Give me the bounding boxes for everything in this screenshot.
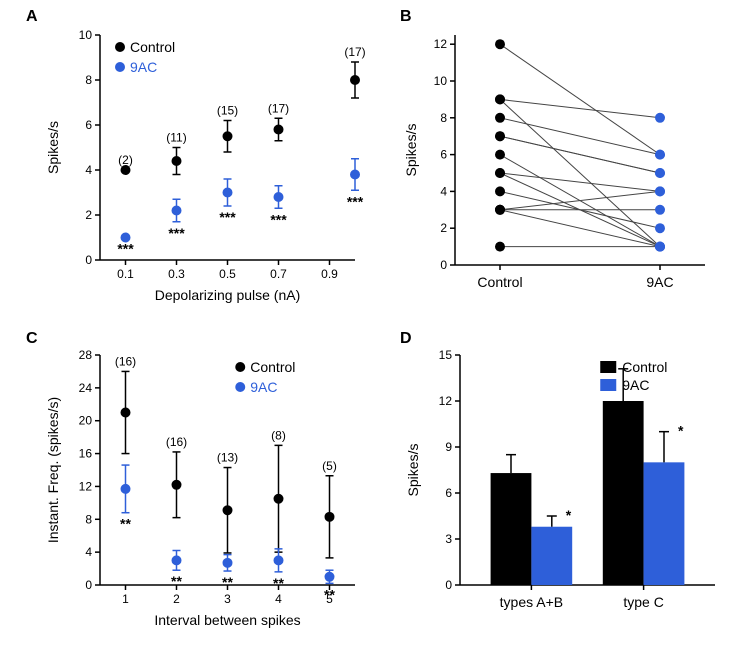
svg-text:**: ** xyxy=(324,586,335,602)
svg-text:20: 20 xyxy=(79,414,93,428)
svg-text:(5): (5) xyxy=(322,459,337,473)
svg-text:(15): (15) xyxy=(217,104,238,118)
svg-text:24: 24 xyxy=(79,381,93,395)
svg-text:10: 10 xyxy=(434,74,448,88)
svg-text:type C: type C xyxy=(623,594,663,610)
svg-text:types A+B: types A+B xyxy=(500,594,563,610)
svg-text:4: 4 xyxy=(440,184,447,198)
panel-b: 0 2 4 6 8 10 12 Control 9AC Spikes/s xyxy=(400,20,730,310)
svg-text:0: 0 xyxy=(85,253,92,267)
svg-text:0: 0 xyxy=(445,578,452,592)
svg-text:*: * xyxy=(678,423,684,439)
svg-text:Spikes/s: Spikes/s xyxy=(403,124,419,177)
svg-text:2: 2 xyxy=(440,221,447,235)
svg-text:4: 4 xyxy=(85,163,92,177)
svg-text:(16): (16) xyxy=(166,435,187,449)
panel-c-label: C xyxy=(26,330,38,348)
svg-text:**: ** xyxy=(222,574,233,590)
svg-text:1: 1 xyxy=(122,592,129,606)
svg-text:0.9: 0.9 xyxy=(321,267,338,281)
svg-text:***: *** xyxy=(168,225,185,241)
svg-text:Depolarizing pulse (nA): Depolarizing pulse (nA) xyxy=(155,287,301,303)
panel-a-label: A xyxy=(26,8,38,26)
svg-text:9AC: 9AC xyxy=(646,274,673,290)
svg-text:Control: Control xyxy=(622,359,667,375)
svg-text:28: 28 xyxy=(79,348,93,362)
svg-text:**: ** xyxy=(171,573,182,589)
svg-text:8: 8 xyxy=(85,73,92,87)
svg-text:***: *** xyxy=(270,211,287,227)
svg-text:*: * xyxy=(566,507,572,523)
panel-b-svg: 0 2 4 6 8 10 12 Control 9AC Spikes/s xyxy=(400,20,730,310)
svg-text:Instant. Freq. (spikes/s): Instant. Freq. (spikes/s) xyxy=(45,397,61,543)
svg-text:**: ** xyxy=(120,516,131,532)
panel-c-svg: 048121620242812345Instant. Freq. (spikes… xyxy=(40,340,370,635)
panel-a: 0 2 4 6 8 10 0.1 0.3 0.5 0.7 0.9 Spikes/s Depolarizi… xyxy=(40,20,370,310)
svg-text:0.5: 0.5 xyxy=(219,267,236,281)
svg-text:15: 15 xyxy=(439,348,453,362)
panel-c: 048121620242812345Instant. Freq. (spikes… xyxy=(40,340,370,635)
svg-text:***: *** xyxy=(347,193,364,209)
svg-text:***: *** xyxy=(219,209,236,225)
svg-text:0.7: 0.7 xyxy=(270,267,287,281)
svg-text:(17): (17) xyxy=(344,45,365,59)
svg-text:12: 12 xyxy=(79,479,93,493)
svg-text:Control: Control xyxy=(477,274,522,290)
svg-text:Spikes/s: Spikes/s xyxy=(405,444,421,497)
svg-text:0.1: 0.1 xyxy=(117,267,134,281)
svg-text:6: 6 xyxy=(445,486,452,500)
svg-text:***: *** xyxy=(117,241,134,257)
svg-text:6: 6 xyxy=(440,148,447,162)
svg-text:Control: Control xyxy=(250,359,295,375)
svg-text:(8): (8) xyxy=(271,428,286,442)
svg-text:Control: Control xyxy=(130,39,175,55)
svg-text:9: 9 xyxy=(445,440,452,454)
svg-text:9AC: 9AC xyxy=(130,59,157,75)
svg-text:12: 12 xyxy=(439,394,453,408)
svg-text:4: 4 xyxy=(275,592,282,606)
svg-text:12: 12 xyxy=(434,37,448,51)
figure-root: A B C D 02468100.10.30.50.70.9Spikes/sDe… xyxy=(0,0,750,645)
svg-text:(11): (11) xyxy=(166,131,186,145)
svg-text:**: ** xyxy=(273,575,284,591)
svg-text:0.3: 0.3 xyxy=(168,267,185,281)
svg-text:2: 2 xyxy=(85,208,92,222)
svg-text:8: 8 xyxy=(85,512,92,526)
svg-text:3: 3 xyxy=(224,592,231,606)
svg-text:(2): (2) xyxy=(118,153,133,167)
panel-d-svg: 0 3 6 9 12 15 Spikes/s * types A+B * type C Control… xyxy=(400,340,730,635)
svg-text:0: 0 xyxy=(85,578,92,592)
svg-text:0: 0 xyxy=(440,258,447,272)
svg-text:Spikes/s: Spikes/s xyxy=(45,121,61,174)
svg-text:(16): (16) xyxy=(115,354,136,368)
svg-text:9AC: 9AC xyxy=(250,379,277,395)
panel-a-svg: 0 2 4 6 8 10 0.1 0.3 0.5 0.7 0.9 Spikes/s Depolarizi… xyxy=(40,20,370,310)
svg-text:3: 3 xyxy=(445,532,452,546)
panel-d: 0 3 6 9 12 15 Spikes/s * types A+B * type C Control… xyxy=(400,340,730,635)
svg-text:4: 4 xyxy=(85,545,92,559)
svg-text:Interval between spikes: Interval between spikes xyxy=(154,612,300,628)
svg-text:9AC: 9AC xyxy=(622,377,649,393)
svg-text:10: 10 xyxy=(79,28,93,42)
svg-text:6: 6 xyxy=(85,118,92,132)
svg-text:8: 8 xyxy=(440,111,447,125)
svg-text:16: 16 xyxy=(79,447,93,461)
svg-text:(17): (17) xyxy=(268,101,289,115)
svg-text:2: 2 xyxy=(173,592,180,606)
svg-text:(13): (13) xyxy=(217,451,238,465)
